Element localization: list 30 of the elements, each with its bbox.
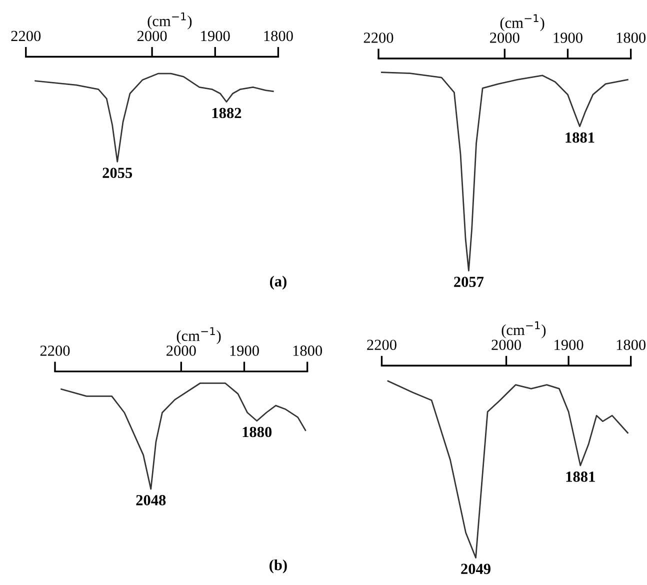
annotation: 1881 bbox=[566, 472, 595, 482]
x-tick-label: 1900 bbox=[230, 346, 259, 356]
x-axis-title: (cm$^{−1}$) bbox=[502, 321, 546, 338]
x-tick-label: 1900 bbox=[554, 340, 584, 350]
x-tick-label: 1800 bbox=[616, 32, 646, 43]
annotation: 2048 bbox=[136, 495, 166, 506]
x-tick-label: 1900 bbox=[554, 32, 582, 43]
x-tick-label: 2200 bbox=[364, 32, 394, 43]
x-tick-label: 1900 bbox=[201, 30, 230, 42]
x-axis-title: (cm$^{−1}$) bbox=[500, 14, 544, 32]
x-axis-title: (cm$^{−1}$) bbox=[176, 327, 221, 344]
x-tick-label: 1800 bbox=[616, 340, 646, 350]
x-tick-label: 2000 bbox=[490, 32, 520, 43]
annotation: 1880 bbox=[242, 426, 272, 438]
annotation: 1882 bbox=[212, 108, 242, 118]
annotation: 2057 bbox=[454, 276, 484, 288]
x-tick-label: 2000 bbox=[492, 340, 521, 350]
x-axis-title: (cm$^{−1}$) bbox=[148, 12, 192, 30]
x-tick-label: 2200 bbox=[367, 340, 396, 350]
x-tick-label: 2200 bbox=[40, 346, 70, 356]
x-tick-label: 2000 bbox=[166, 346, 196, 356]
text: (b) bbox=[270, 559, 287, 574]
x-tick-label: 2200 bbox=[11, 30, 41, 42]
annotation: 2049 bbox=[461, 564, 490, 574]
x-tick-label: 1800 bbox=[264, 30, 293, 42]
annotation: 2055 bbox=[102, 168, 132, 178]
x-tick-label: 1800 bbox=[293, 346, 322, 356]
x-tick-label: 2000 bbox=[137, 30, 167, 42]
annotation: 1881 bbox=[566, 132, 594, 143]
text: (a) bbox=[270, 276, 286, 290]
